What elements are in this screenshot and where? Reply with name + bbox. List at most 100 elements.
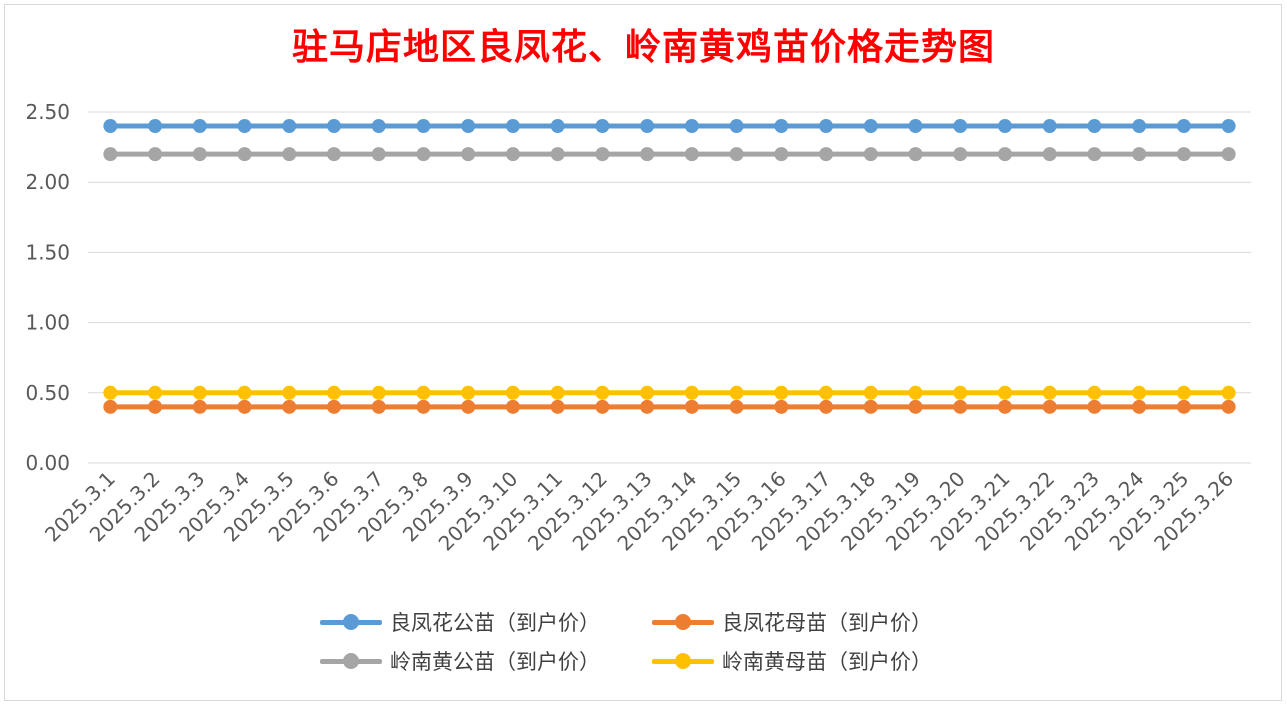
data-point	[192, 119, 207, 134]
data-point	[953, 399, 968, 414]
data-point	[1042, 119, 1057, 134]
data-point	[461, 385, 476, 400]
data-point	[416, 147, 431, 162]
legend-label-series-3: 岭南黄公苗（到户价）	[390, 650, 600, 674]
data-point	[327, 399, 342, 414]
data-point	[729, 399, 744, 414]
data-point	[595, 119, 610, 134]
data-point	[237, 119, 252, 134]
data-point	[371, 399, 386, 414]
data-point	[729, 147, 744, 162]
data-point	[282, 147, 297, 162]
data-point	[863, 147, 878, 162]
data-point	[819, 385, 834, 400]
data-point	[1087, 385, 1102, 400]
y-tick-label: 2.00	[25, 170, 70, 194]
data-point	[550, 147, 565, 162]
data-point	[774, 119, 789, 134]
data-point	[1176, 147, 1191, 162]
data-point	[237, 147, 252, 162]
data-point	[997, 119, 1012, 134]
data-point	[684, 147, 699, 162]
y-tick-label: 0.00	[25, 451, 70, 475]
data-point	[863, 399, 878, 414]
data-point	[953, 385, 968, 400]
legend-swatch-series-1	[320, 612, 382, 632]
legend-swatch-series-4	[652, 651, 714, 671]
data-point	[461, 399, 476, 414]
data-point	[1087, 147, 1102, 162]
data-point	[774, 399, 789, 414]
data-point	[103, 147, 118, 162]
data-point	[908, 147, 923, 162]
data-point	[774, 147, 789, 162]
y-tick-label: 0.50	[25, 381, 70, 405]
data-point	[327, 385, 342, 400]
legend-item-series-3: 岭南黄公苗（到户价）	[320, 645, 600, 677]
data-point	[148, 119, 163, 134]
data-point	[327, 119, 342, 134]
data-point	[908, 385, 923, 400]
data-point	[505, 119, 520, 134]
data-point	[148, 385, 163, 400]
data-point	[997, 385, 1012, 400]
legend-item-series-2: 良凤花母苗（到户价）	[652, 606, 932, 638]
data-point	[1042, 399, 1057, 414]
data-point	[148, 147, 163, 162]
data-point	[953, 147, 968, 162]
data-point	[595, 385, 610, 400]
data-point	[684, 385, 699, 400]
data-point	[819, 399, 834, 414]
data-point	[908, 119, 923, 134]
data-point	[863, 119, 878, 134]
data-point	[953, 119, 968, 134]
data-point	[863, 385, 878, 400]
data-point	[103, 399, 118, 414]
data-point	[1221, 399, 1236, 414]
data-point	[1132, 147, 1147, 162]
data-point	[505, 147, 520, 162]
data-point	[1176, 385, 1191, 400]
data-point	[1087, 119, 1102, 134]
data-point	[371, 385, 386, 400]
data-point	[1132, 119, 1147, 134]
data-point	[148, 399, 163, 414]
data-point	[1176, 399, 1191, 414]
data-point	[640, 119, 655, 134]
data-point	[282, 119, 297, 134]
data-point	[461, 147, 476, 162]
data-point	[550, 119, 565, 134]
data-point	[1221, 119, 1236, 134]
y-tick-label: 1.00	[25, 311, 70, 335]
legend-label-series-2: 良凤花母苗（到户价）	[722, 611, 932, 635]
data-point	[684, 119, 699, 134]
data-point	[237, 399, 252, 414]
data-point	[192, 147, 207, 162]
data-point	[1132, 385, 1147, 400]
data-point	[550, 385, 565, 400]
data-point	[416, 385, 431, 400]
y-tick-label: 1.50	[25, 240, 70, 264]
legend-swatch-series-3	[320, 651, 382, 671]
data-point	[774, 385, 789, 400]
data-point	[505, 385, 520, 400]
data-point	[550, 399, 565, 414]
data-point	[908, 399, 923, 414]
legend-swatch-series-2	[652, 612, 714, 632]
data-point	[1221, 385, 1236, 400]
data-point	[282, 385, 297, 400]
chart-title: 驻马店地区良凤花、岭南黄鸡苗价格走势图	[291, 26, 995, 68]
data-point	[1176, 119, 1191, 134]
data-point	[1221, 147, 1236, 162]
data-point	[371, 119, 386, 134]
data-point	[461, 119, 476, 134]
data-point	[595, 147, 610, 162]
data-point	[103, 385, 118, 400]
data-point	[416, 119, 431, 134]
legend-label-series-4: 岭南黄母苗（到户价）	[722, 650, 932, 674]
data-point	[1087, 399, 1102, 414]
legend-item-series-1: 良凤花公苗（到户价）	[320, 606, 600, 638]
data-point	[997, 399, 1012, 414]
data-point	[640, 147, 655, 162]
